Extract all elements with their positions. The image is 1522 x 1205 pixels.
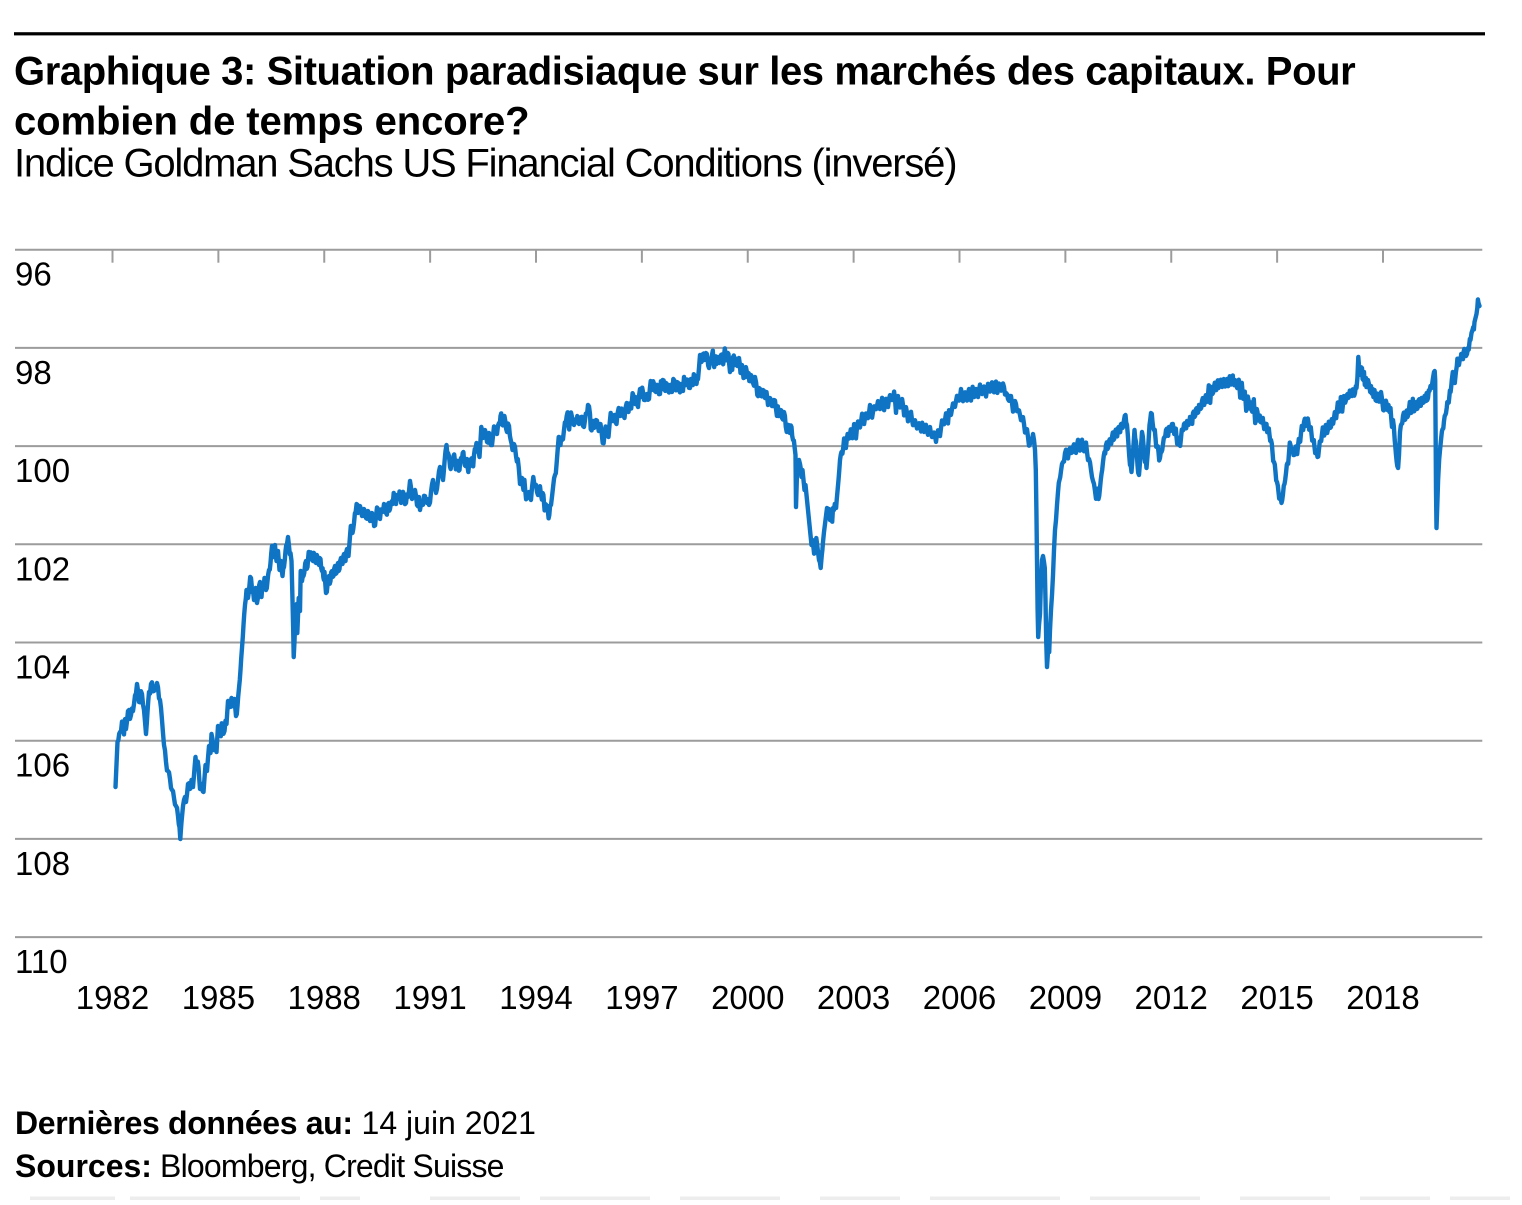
svg-text:96: 96 [15, 256, 52, 293]
svg-text:2012: 2012 [1134, 979, 1207, 1016]
svg-text:Graphique 3: Situation paradis: Graphique 3: Situation paradisiaque sur … [14, 50, 1355, 94]
svg-text:2003: 2003 [817, 979, 890, 1016]
svg-text:1994: 1994 [499, 979, 572, 1016]
svg-text:104: 104 [15, 649, 70, 686]
svg-text:Sources: Bloomberg, Credit Sui: Sources: Bloomberg, Credit Suisse [15, 1148, 504, 1184]
svg-text:Dernières données au: 14 juin: Dernières données au: 14 juin 2021 [15, 1105, 536, 1141]
svg-text:108: 108 [15, 845, 70, 882]
svg-text:2000: 2000 [711, 979, 784, 1016]
svg-text:100: 100 [15, 452, 70, 489]
svg-text:1985: 1985 [182, 979, 255, 1016]
svg-text:1988: 1988 [287, 979, 360, 1016]
svg-text:1991: 1991 [393, 979, 466, 1016]
svg-text:98: 98 [15, 354, 52, 391]
svg-text:2009: 2009 [1029, 979, 1102, 1016]
svg-text:1982: 1982 [76, 979, 149, 1016]
svg-text:106: 106 [15, 747, 70, 784]
svg-text:2015: 2015 [1240, 979, 1313, 1016]
svg-text:2018: 2018 [1346, 979, 1419, 1016]
svg-text:Indice Goldman Sachs US Financ: Indice Goldman Sachs US Financial Condit… [14, 142, 956, 186]
svg-text:combien de temps encore?: combien de temps encore? [14, 100, 530, 144]
svg-text:110: 110 [15, 943, 68, 980]
svg-text:102: 102 [15, 550, 70, 587]
svg-text:1997: 1997 [605, 979, 678, 1016]
svg-text:2006: 2006 [923, 979, 996, 1016]
